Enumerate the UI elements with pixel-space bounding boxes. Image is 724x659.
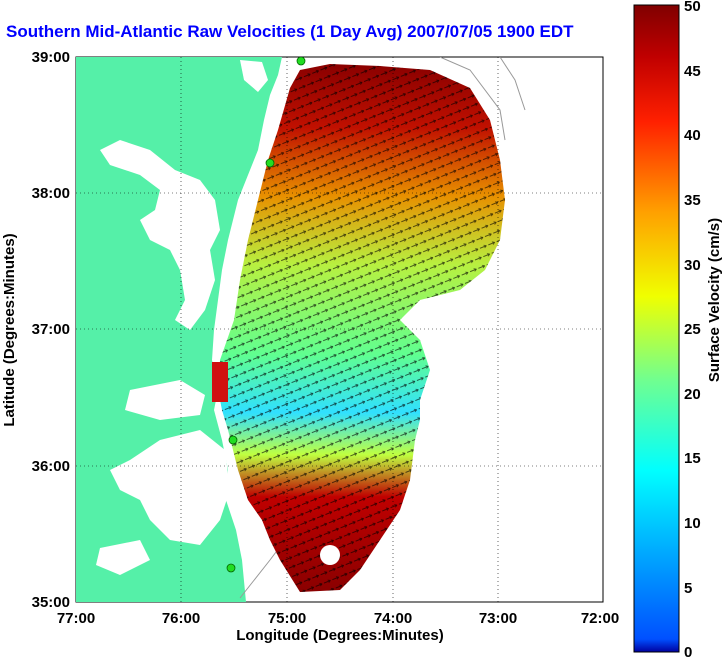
delaware-bay xyxy=(240,60,268,92)
colorbar-tick: 0 xyxy=(684,644,692,659)
radar-stations xyxy=(226,57,306,573)
plot-title: Southern Mid-Atlantic Raw Velocities (1 … xyxy=(6,22,574,41)
colorbar-tick: 20 xyxy=(684,386,701,403)
colorbar-tick: 30 xyxy=(684,257,701,274)
y-tick: 39:00 xyxy=(32,49,70,66)
colorbar-ticks: 0 5 10 15 20 25 30 35 40 45 50 xyxy=(684,0,701,659)
x-tick: 77:00 xyxy=(57,610,95,627)
y-tick: 35:00 xyxy=(32,594,70,611)
colorbar-tick: 50 xyxy=(684,0,701,15)
colorbar-tick: 25 xyxy=(684,321,701,338)
colorbar-tick: 15 xyxy=(684,450,701,467)
colorbar-tick: 5 xyxy=(684,580,692,597)
x-tick: 75:00 xyxy=(268,610,306,627)
chesapeake-bay xyxy=(100,140,220,330)
colorbar xyxy=(633,4,680,653)
colorbar-tick: 35 xyxy=(684,192,701,209)
x-axis-label: Longitude (Degrees:Minutes) xyxy=(236,627,444,644)
x-tick: 74:00 xyxy=(374,610,412,627)
y-axis-label: Latitude (Degrees:Minutes) xyxy=(1,233,18,426)
colorbar-tick: 40 xyxy=(684,127,701,144)
pamlico-sound xyxy=(110,430,230,545)
colorbar-tick: 45 xyxy=(684,63,701,80)
y-tick: 36:00 xyxy=(32,458,70,475)
y-tick: 38:00 xyxy=(32,185,70,202)
colorbar-label: Surface Velocity (cm/s) xyxy=(706,218,723,382)
x-tick: 76:00 xyxy=(162,610,200,627)
colorbar-tick: 10 xyxy=(684,515,701,532)
x-axis-ticks: 77:00 76:00 75:00 74:00 73:00 72:00 xyxy=(57,610,619,627)
y-axis-ticks: 39:00 38:00 37:00 36:00 35:00 xyxy=(32,49,70,611)
x-tick: 73:00 xyxy=(479,610,517,627)
x-tick: 72:00 xyxy=(581,610,619,627)
y-tick: 37:00 xyxy=(32,321,70,338)
